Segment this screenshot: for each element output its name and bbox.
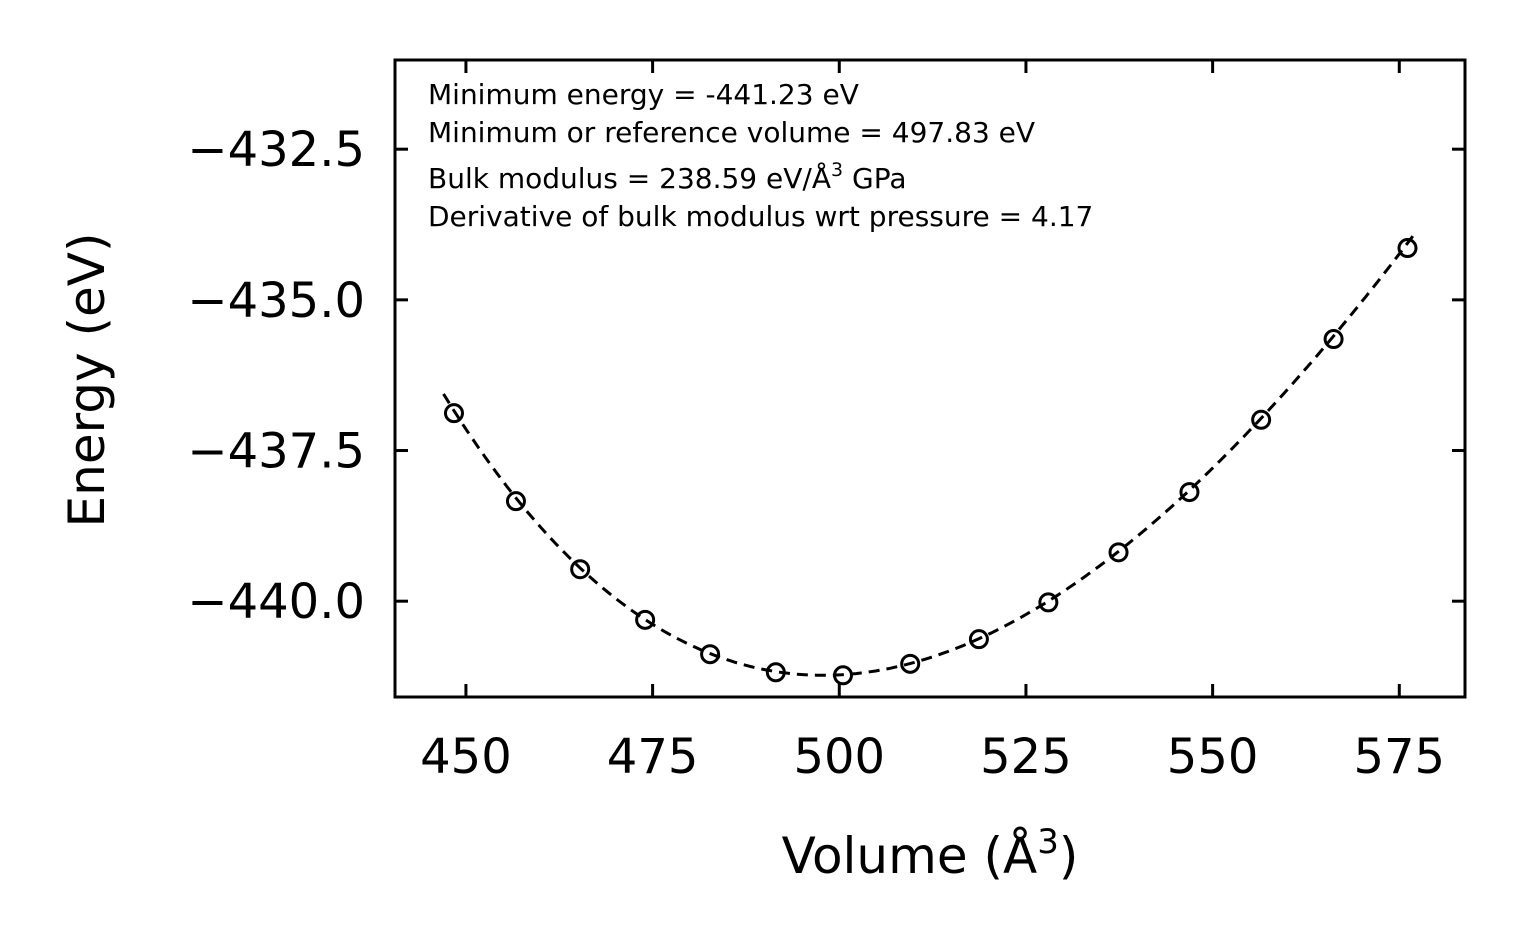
x-tick-label: 525 (980, 729, 1072, 785)
annotation-ref-volume: Minimum or reference volume = 497.83 eV (428, 116, 1035, 149)
data-point (1397, 238, 1418, 259)
x-tick-label: 550 (1167, 729, 1259, 785)
y-tick-labels: −432.5 −435.0 −437.5 −440.0 (187, 122, 365, 630)
fit-annotations: Minimum energy = -441.23 eV Minimum or r… (428, 78, 1093, 233)
y-tick-label: −432.5 (187, 122, 365, 178)
data-point (968, 629, 989, 650)
data-point (900, 653, 921, 674)
y-tick-label: −437.5 (187, 424, 365, 480)
data-point (1108, 542, 1129, 563)
x-tick-labels: 450 475 500 525 550 575 (420, 729, 1445, 785)
y-tick-label: −440.0 (187, 574, 365, 630)
data-point (1323, 329, 1344, 350)
data-point (570, 559, 591, 580)
data-point (700, 644, 721, 665)
plot-frame (393, 58, 1467, 699)
annotation-bulk-derivative: Derivative of bulk modulus wrt pressure … (428, 200, 1093, 233)
y-axis-label: Energy (eV) (58, 233, 116, 528)
x-tick-label: 500 (793, 729, 885, 785)
data-point (1038, 592, 1059, 613)
data-point (833, 665, 854, 686)
x-tick-label: 575 (1353, 729, 1445, 785)
x-axis-label: Volume (Å3) (782, 822, 1079, 885)
y-tick-label: −435.0 (187, 273, 365, 329)
x-tick-label: 475 (607, 729, 699, 785)
axis-ticks (395, 60, 1465, 697)
fit-curve (442, 233, 1416, 677)
x-tick-label: 450 (420, 729, 512, 785)
data-point (505, 491, 526, 512)
data-point (1179, 482, 1200, 503)
data-point (635, 609, 656, 630)
data-point (1251, 409, 1272, 430)
annotation-min-energy: Minimum energy = -441.23 eV (428, 78, 859, 111)
annotation-bulk-modulus: Bulk modulus = 238.59 eV/Å3 GPa (428, 159, 906, 195)
data-point (765, 662, 786, 683)
data-points (443, 238, 1418, 686)
data-point (443, 403, 464, 424)
